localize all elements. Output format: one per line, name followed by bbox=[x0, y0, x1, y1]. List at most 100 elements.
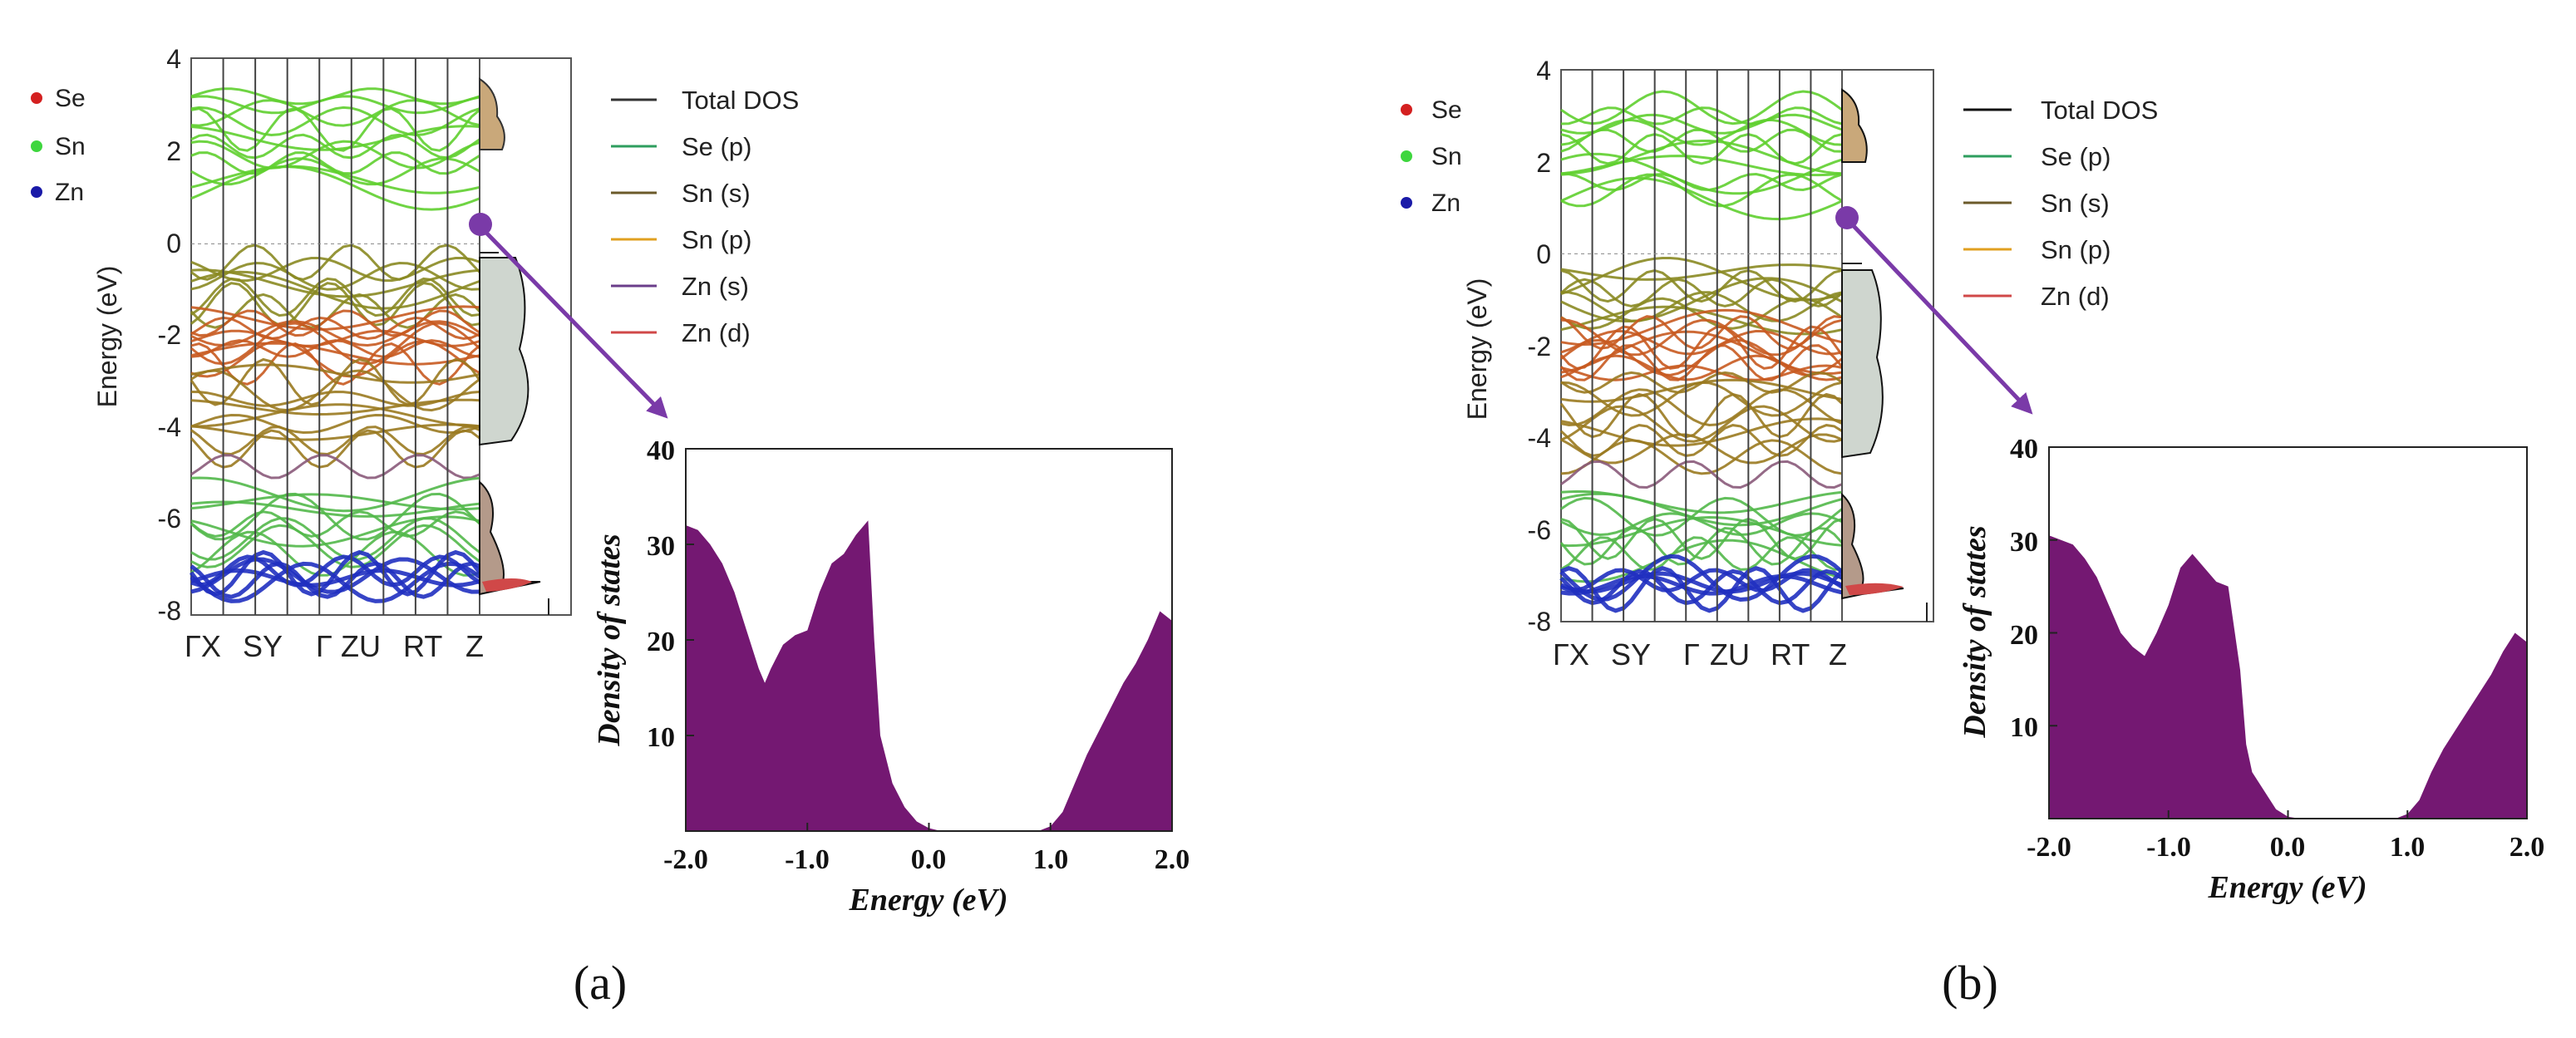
atom-legend-sn-marker bbox=[31, 140, 42, 152]
dos-legend-zns-label: Zn (s) bbox=[682, 272, 749, 301]
band-line bbox=[190, 270, 480, 310]
band-line bbox=[1560, 388, 1843, 427]
band-line bbox=[190, 140, 480, 170]
dos-side-plot bbox=[479, 57, 572, 616]
inset-yticks: 40 30 20 10 bbox=[647, 435, 675, 753]
band-ytick: -4 bbox=[158, 412, 181, 442]
band-ytick: -6 bbox=[1528, 515, 1551, 545]
band-line bbox=[190, 500, 480, 518]
panel-caption: (b) bbox=[1942, 956, 1998, 1010]
atom-legend-sn-label: Sn bbox=[1431, 143, 1462, 170]
band-plot-frame bbox=[1560, 69, 1843, 622]
band-xtick: ΓX bbox=[1553, 637, 1589, 672]
band-yticks: 4 2 0 -2 -4 -6 -8 bbox=[158, 44, 181, 626]
band-line bbox=[1560, 492, 1843, 527]
panel-caption: (a) bbox=[574, 956, 627, 1010]
band-ytick: -4 bbox=[1528, 423, 1551, 453]
inset-xticks: -2.0 -1.0 0.0 1.0 2.0 bbox=[2027, 832, 2544, 863]
dos-legend-total-label: Total DOS bbox=[2041, 96, 2158, 125]
inset-ylabel: Density of states bbox=[592, 534, 627, 746]
band-line bbox=[1560, 268, 1843, 303]
inset-xlabel: Energy (eV) bbox=[2207, 870, 2367, 905]
inset-ylabel: Density of states bbox=[1958, 525, 1992, 738]
dos-legend-znd-label: Zn (d) bbox=[2041, 282, 2110, 311]
band-xtick: Γ bbox=[1683, 637, 1700, 672]
band-line bbox=[190, 363, 480, 384]
band-line bbox=[1560, 277, 1843, 322]
band-line bbox=[190, 151, 480, 175]
atom-legend-se-marker bbox=[31, 92, 42, 104]
atom-legend-se-label: Se bbox=[55, 85, 86, 112]
band-line bbox=[1560, 433, 1843, 465]
band-line bbox=[190, 320, 480, 347]
band-line bbox=[190, 423, 480, 441]
inset-dos-plot: Density of states Energy (eV) 40 30 20 1… bbox=[1958, 434, 2544, 905]
band-line bbox=[190, 277, 480, 317]
band-line bbox=[190, 454, 480, 480]
band-line bbox=[190, 293, 481, 329]
band-xtick: ΓX bbox=[185, 629, 221, 663]
band-line bbox=[1559, 392, 1844, 439]
band-ytick: 0 bbox=[1536, 239, 1551, 269]
band-ytick: 2 bbox=[166, 136, 181, 166]
inset-xtick: 2.0 bbox=[2510, 832, 2545, 863]
band-ytick: 4 bbox=[166, 44, 181, 74]
dos-low-fill bbox=[479, 480, 541, 596]
inset-ytick: 40 bbox=[2010, 434, 2038, 465]
band-line bbox=[1560, 566, 1844, 613]
band-xtick: SY bbox=[243, 629, 283, 663]
dos-legend-sns-label: Sn (s) bbox=[2041, 189, 2110, 218]
band-line bbox=[1560, 176, 1843, 221]
band-line bbox=[1560, 515, 1843, 548]
band-line bbox=[190, 568, 480, 588]
dos-cb-fill bbox=[1841, 88, 1868, 163]
band-line bbox=[190, 106, 480, 137]
band-line bbox=[1560, 573, 1843, 596]
band-line bbox=[1560, 536, 1843, 571]
band-line bbox=[1560, 460, 1843, 489]
band-line bbox=[190, 561, 481, 603]
inset-ytick: 10 bbox=[2010, 712, 2038, 743]
k-path-gridlines bbox=[191, 58, 480, 615]
inset-ytick: 20 bbox=[2010, 620, 2038, 651]
band-line bbox=[190, 133, 480, 160]
band-line bbox=[1560, 106, 1843, 125]
band-line bbox=[190, 322, 480, 366]
band-ytick: -8 bbox=[1528, 607, 1551, 637]
band-xticks: ΓX SY Γ ZU RT Z bbox=[1553, 637, 1847, 672]
band-line bbox=[1560, 354, 1843, 381]
band-xtick: RT bbox=[403, 629, 442, 663]
band-line bbox=[190, 476, 480, 513]
band-xtick: Z bbox=[465, 629, 484, 663]
band-line bbox=[190, 413, 480, 435]
dos-legend: Total DOS Se (p) Sn (s) Sn (p) Zn (s) Zn… bbox=[611, 86, 799, 347]
band-lines bbox=[190, 87, 481, 603]
band-ytick: -6 bbox=[158, 504, 181, 534]
band-ytick: -2 bbox=[158, 320, 181, 350]
band-line bbox=[190, 549, 481, 597]
band-line bbox=[1560, 152, 1843, 195]
dos-area bbox=[2049, 535, 2527, 819]
inset-xtick: 1.0 bbox=[1033, 844, 1069, 875]
dos-vb-fill bbox=[479, 257, 529, 446]
dos-legend-sep-label: Se (p) bbox=[682, 132, 751, 161]
band-line bbox=[1560, 329, 1843, 356]
band-line bbox=[190, 305, 480, 331]
band-ylabel: Energy (eV) bbox=[92, 266, 122, 408]
dos-legend-snp-label: Sn (p) bbox=[2041, 235, 2111, 264]
dos-legend-snp-label: Sn (p) bbox=[682, 225, 751, 254]
zoom-marker bbox=[1835, 206, 1859, 229]
band-line bbox=[1560, 172, 1843, 192]
band-line bbox=[190, 244, 481, 281]
band-line bbox=[190, 165, 480, 211]
inset-xtick: 2.0 bbox=[1155, 844, 1190, 875]
band-line bbox=[1560, 417, 1843, 447]
band-line bbox=[1560, 539, 1843, 583]
band-line bbox=[1560, 364, 1843, 381]
dos-side-plot bbox=[1841, 69, 1934, 622]
inset-xtick: -2.0 bbox=[2027, 832, 2071, 863]
inset-xtick: -1.0 bbox=[2146, 832, 2191, 863]
band-ytick: 2 bbox=[1536, 148, 1551, 178]
dos-cb-fill bbox=[479, 77, 505, 150]
